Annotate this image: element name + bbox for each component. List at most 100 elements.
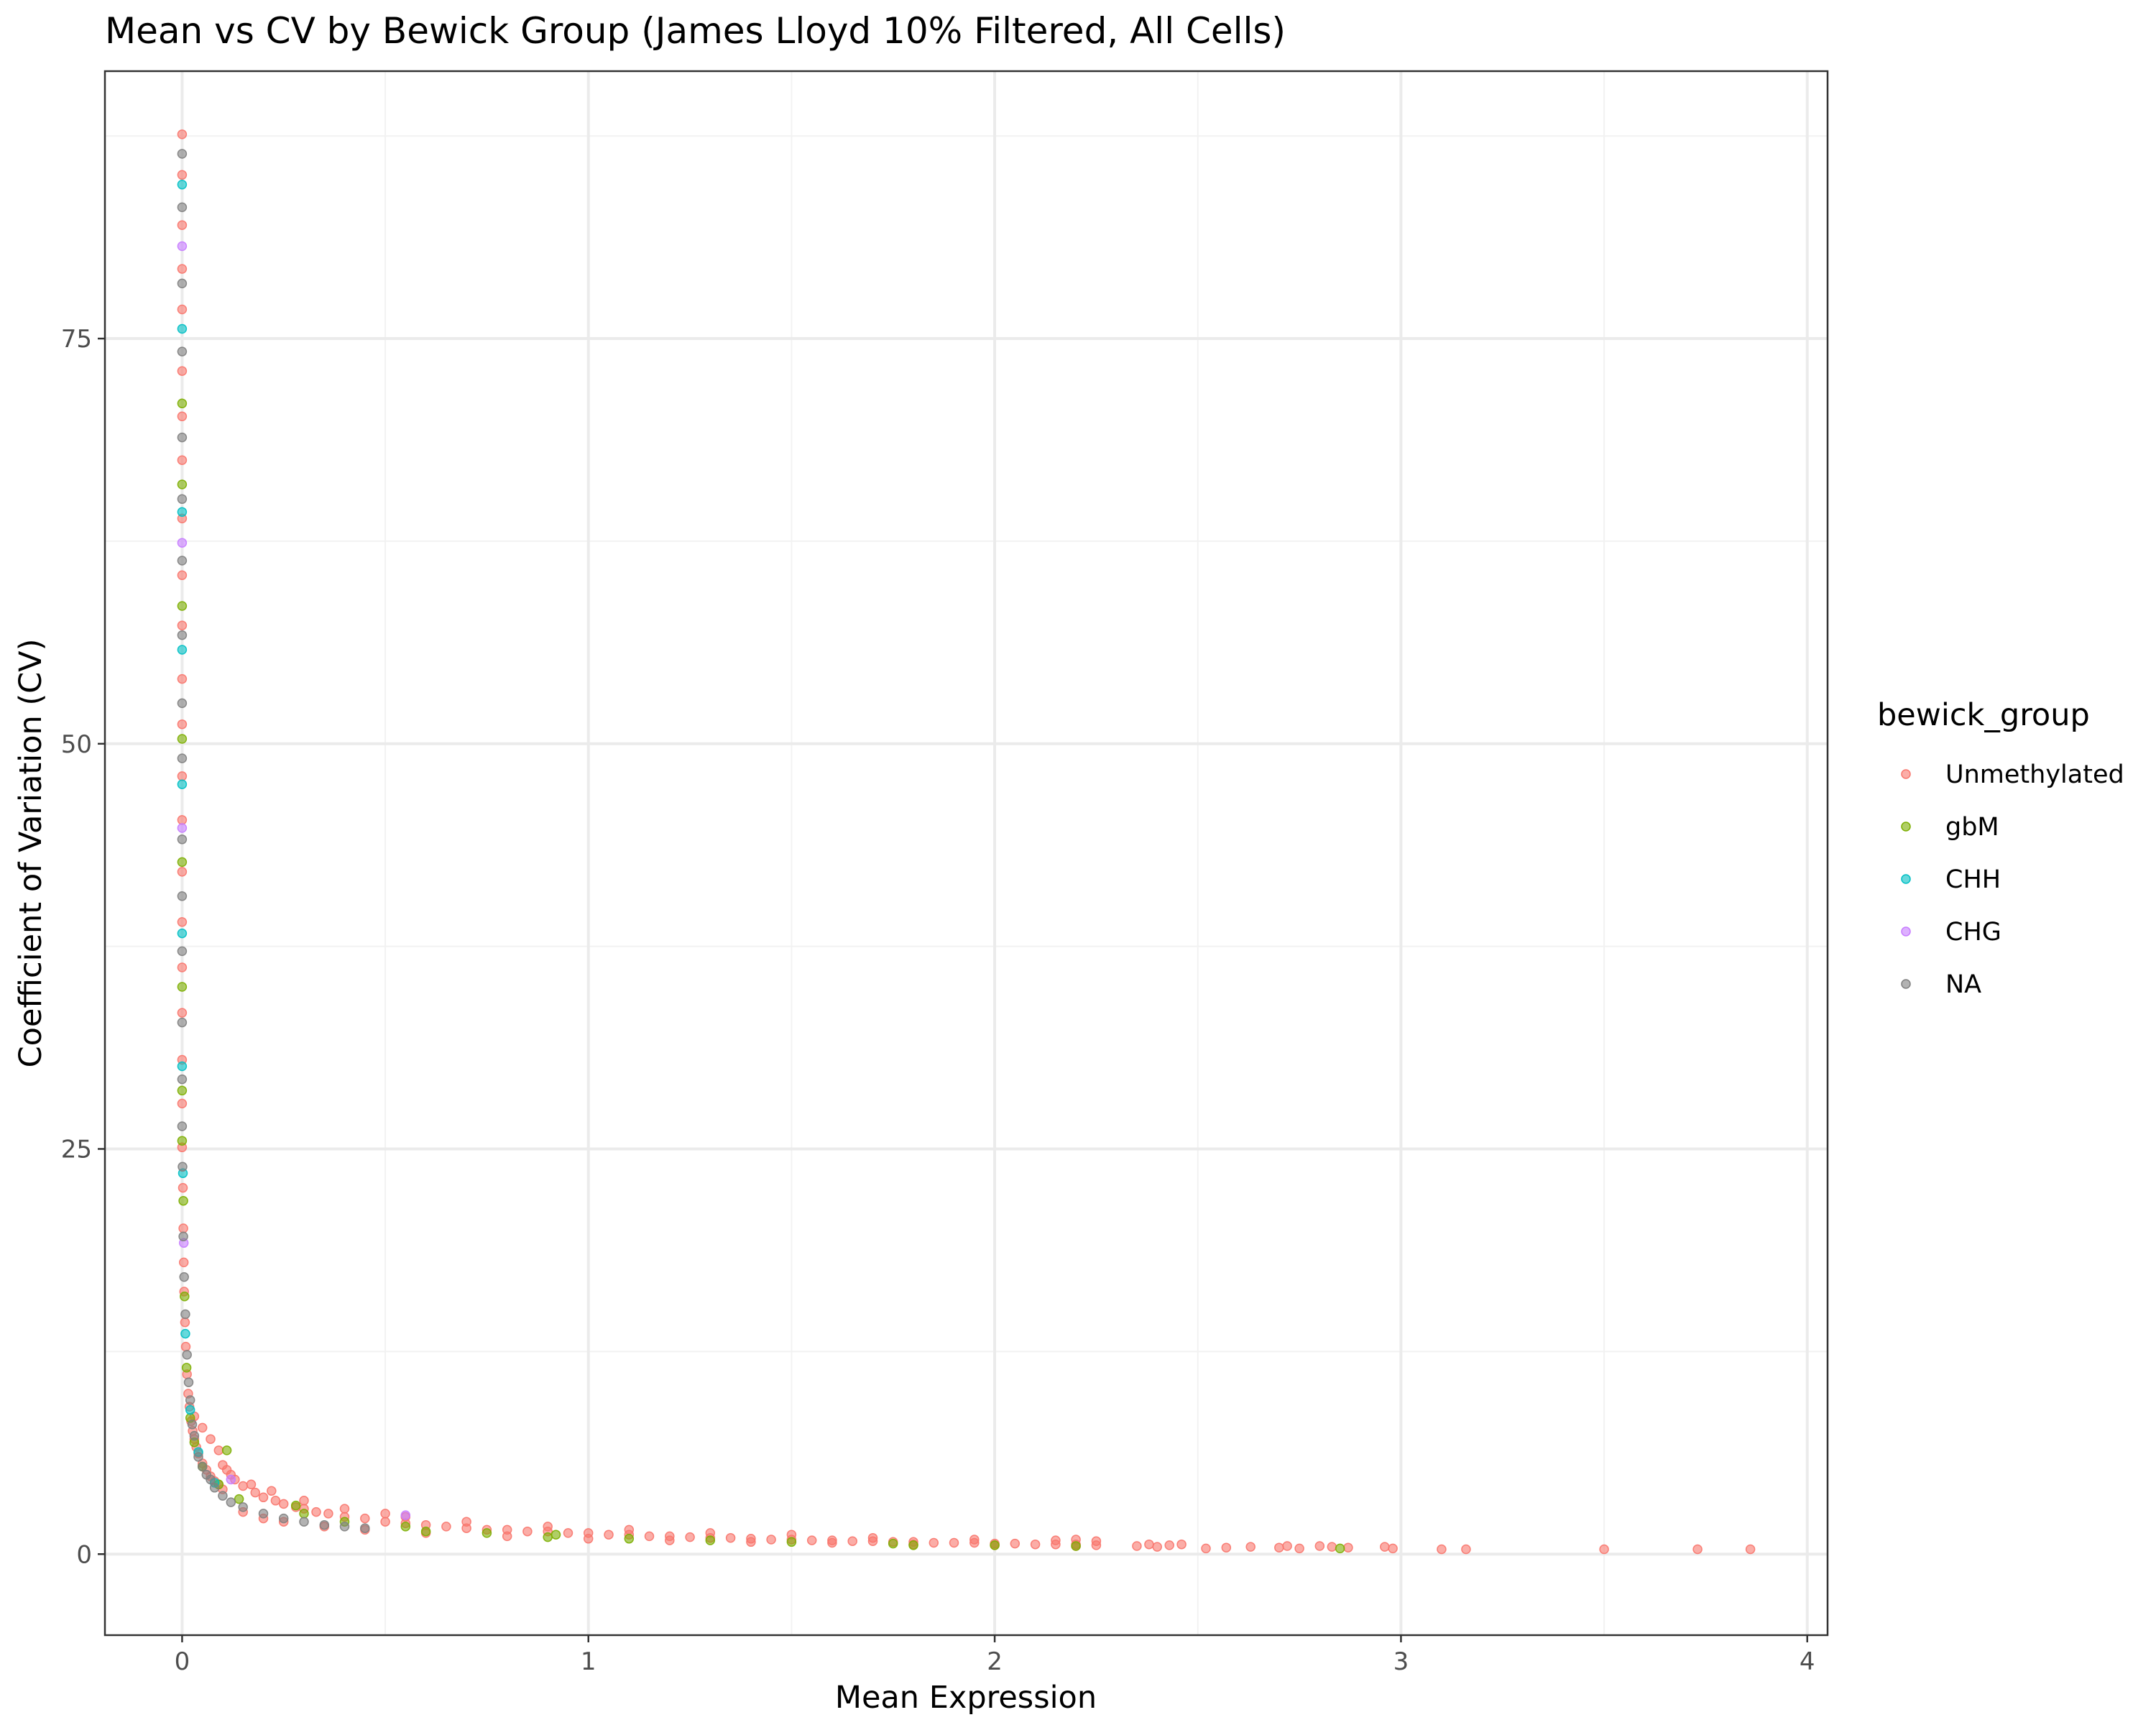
point-unmethylated [1164, 1540, 1174, 1550]
point-chh [177, 323, 188, 334]
point-na [180, 1309, 190, 1320]
point-unmethylated [929, 1537, 939, 1548]
point-unmethylated [1201, 1543, 1211, 1554]
point-unmethylated [246, 1479, 257, 1490]
y-tick-label: 50 [61, 730, 92, 759]
point-unmethylated [1437, 1544, 1447, 1555]
point-unmethylated [461, 1517, 471, 1527]
point-unmethylated [1245, 1542, 1256, 1552]
point-chh [177, 1061, 188, 1072]
point-gbm [181, 1363, 192, 1373]
point-gbm [908, 1540, 918, 1550]
point-na [178, 1162, 188, 1172]
point-unmethylated [665, 1535, 675, 1545]
point-gbm [299, 1509, 309, 1519]
point-chh [177, 180, 188, 190]
point-unmethylated [380, 1509, 390, 1519]
y-axis-title: Coefficient of Variation (CV) [13, 639, 49, 1068]
point-unmethylated [311, 1506, 321, 1517]
point-na [189, 1430, 200, 1441]
point-na [177, 149, 188, 159]
point-unmethylated [213, 1445, 224, 1455]
point-unmethylated [177, 366, 188, 376]
point-na [226, 1497, 236, 1507]
point-na [177, 698, 188, 709]
point-na [177, 630, 188, 640]
legend-label-na: NA [1945, 970, 1981, 999]
point-unmethylated [1010, 1538, 1021, 1549]
point-unmethylated [339, 1504, 350, 1514]
point-unmethylated [1327, 1542, 1337, 1552]
point-gbm [888, 1538, 898, 1549]
point-unmethylated [177, 719, 188, 730]
point-unmethylated [1343, 1542, 1353, 1552]
point-unmethylated [685, 1532, 695, 1542]
point-unmethylated [323, 1509, 333, 1519]
point-unmethylated [250, 1487, 260, 1498]
point-chg [400, 1510, 411, 1520]
point-unmethylated [177, 815, 188, 825]
point-unmethylated [177, 570, 188, 581]
point-unmethylated [197, 1422, 208, 1433]
y-tick-label: 0 [76, 1540, 92, 1569]
legend: bewick_group Unmethylated gbM CHH CHG NA [1877, 697, 2124, 999]
point-unmethylated [218, 1460, 228, 1470]
point-unmethylated [969, 1535, 980, 1545]
point-chg [226, 1474, 236, 1485]
point-unmethylated [644, 1531, 655, 1542]
point-unmethylated [278, 1499, 289, 1509]
point-gbm [221, 1445, 232, 1455]
point-gbm [1071, 1541, 1081, 1551]
point-unmethylated [177, 264, 188, 274]
point-na [299, 1517, 309, 1527]
point-unmethylated [847, 1536, 857, 1546]
point-unmethylated [725, 1532, 736, 1543]
point-unmethylated [177, 455, 188, 465]
x-tick-label: 3 [1393, 1647, 1409, 1676]
point-unmethylated [766, 1535, 776, 1545]
point-gbm [177, 1085, 188, 1096]
point-unmethylated [177, 673, 188, 684]
point-na [177, 1121, 188, 1131]
point-unmethylated [1314, 1541, 1325, 1551]
point-unmethylated [178, 1223, 188, 1233]
x-axis-title: Mean Expression [835, 1680, 1097, 1716]
point-unmethylated [1282, 1541, 1292, 1551]
point-na [218, 1491, 228, 1501]
point-na [177, 278, 188, 289]
point-na [177, 834, 188, 845]
x-tick-label: 0 [175, 1647, 190, 1676]
point-na [177, 891, 188, 901]
point-chh [185, 1404, 195, 1415]
point-unmethylated [1461, 1544, 1471, 1555]
point-chg [177, 823, 188, 833]
point-na [177, 1074, 188, 1085]
point-gbm [786, 1537, 797, 1547]
point-gbm [177, 398, 188, 409]
point-unmethylated [380, 1517, 390, 1527]
point-unmethylated [177, 411, 188, 422]
point-gbm [705, 1535, 716, 1545]
point-unmethylated [360, 1513, 370, 1524]
point-na [197, 1461, 208, 1472]
point-gbm [400, 1522, 411, 1532]
point-unmethylated [177, 220, 188, 230]
y-tick-label: 75 [61, 325, 92, 354]
point-unmethylated [827, 1537, 837, 1548]
point-na [258, 1509, 269, 1519]
point-gbm [550, 1530, 561, 1540]
point-na [319, 1519, 330, 1530]
point-na [193, 1452, 203, 1462]
point-unmethylated [180, 1341, 191, 1352]
point-unmethylated [238, 1481, 248, 1491]
point-unmethylated [1388, 1543, 1398, 1554]
point-unmethylated [177, 1008, 188, 1018]
point-unmethylated [178, 1182, 188, 1193]
point-unmethylated [1692, 1544, 1703, 1555]
point-gbm [178, 1195, 188, 1206]
point-unmethylated [806, 1535, 817, 1545]
point-unmethylated [177, 917, 188, 927]
point-gbm [482, 1528, 492, 1538]
point-gbm [177, 857, 188, 868]
